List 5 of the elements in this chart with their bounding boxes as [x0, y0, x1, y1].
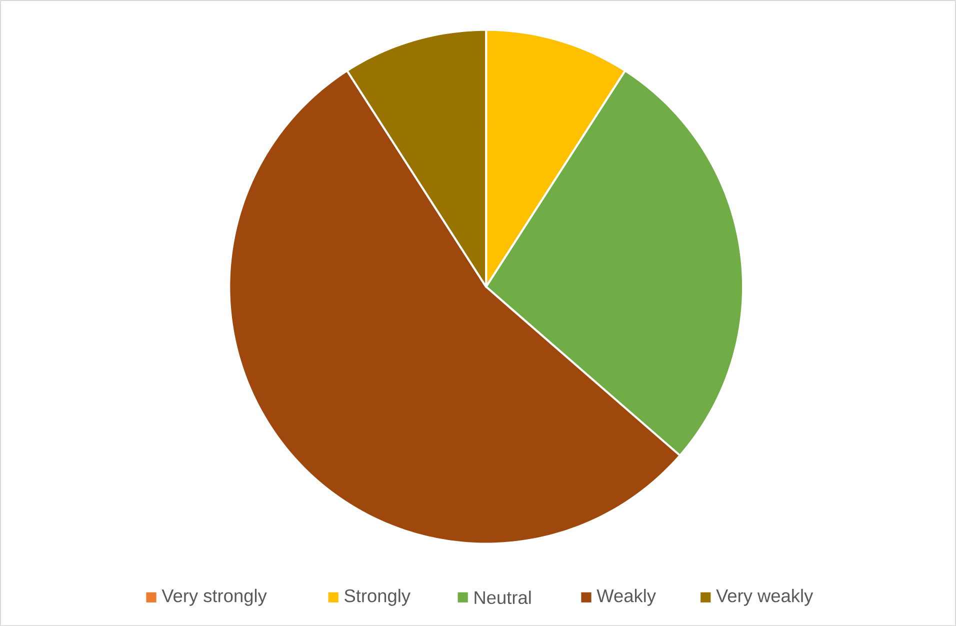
- legend-label: Weakly: [596, 588, 656, 606]
- legend-label: Strongly: [344, 588, 410, 606]
- legend-label: Very weakly: [716, 588, 814, 606]
- legend-label: Very strongly: [162, 588, 267, 606]
- legend-label: Neutral: [474, 590, 531, 604]
